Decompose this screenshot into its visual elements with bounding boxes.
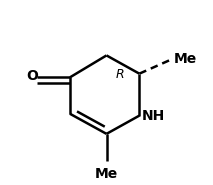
Text: NH: NH xyxy=(142,109,165,123)
Text: Me: Me xyxy=(174,52,197,66)
Text: Me: Me xyxy=(95,167,118,181)
Text: R: R xyxy=(115,68,124,81)
Text: O: O xyxy=(26,69,38,83)
